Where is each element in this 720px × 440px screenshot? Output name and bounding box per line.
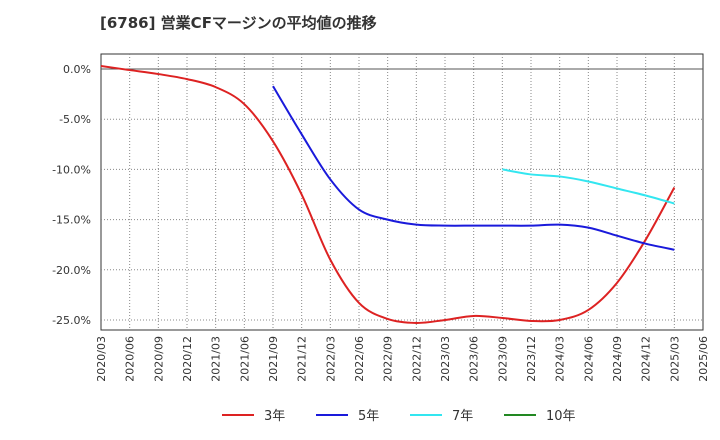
series-lines: [100, 65, 676, 324]
x-tick-label: 2022/03: [324, 336, 337, 382]
x-tick-label: 2022/06: [353, 336, 366, 382]
x-tick-label: 2024/09: [611, 336, 624, 382]
x-tick-label: 2023/03: [439, 336, 452, 382]
x-tick-label: 2021/06: [238, 336, 251, 382]
y-axis-ticks: 0.0% -5.0% -10.0% -15.0% -20.0% -25.0%: [52, 63, 91, 327]
x-tick-label: 2023/09: [496, 336, 509, 382]
legend: 3年 5年 7年 10年: [222, 409, 576, 424]
x-tick-label: 2020/12: [181, 336, 194, 382]
x-tick-label: 2021/09: [267, 336, 280, 382]
x-tick-label: 2023/06: [468, 336, 481, 382]
x-tick-label: 2023/12: [525, 336, 538, 382]
x-tick-label: 2021/03: [210, 336, 223, 382]
x-tick-label: 2024/12: [640, 336, 653, 382]
x-tick-label: 2024/06: [582, 336, 595, 382]
series-line-7y: [502, 168, 675, 205]
x-tick-label: 2024/03: [554, 336, 567, 382]
series-line-5y: [272, 85, 675, 251]
x-tick-label: 2025/03: [668, 336, 681, 382]
legend-label-3y: 3年: [264, 409, 285, 424]
x-tick-label: 2021/12: [296, 336, 309, 382]
series-line-3y: [100, 65, 676, 324]
x-tick-label: 2022/12: [410, 336, 423, 382]
legend-label-7y: 7年: [452, 409, 473, 424]
plot-area: [100, 53, 704, 331]
legend-label-10y: 10年: [546, 409, 576, 424]
y-tick-label: 0.0%: [63, 63, 91, 76]
x-tick-label: 2022/09: [382, 336, 395, 382]
y-tick-label: -20.0%: [52, 264, 91, 277]
grid-lines: [101, 54, 703, 330]
x-tick-label: 2020/09: [152, 336, 165, 382]
y-tick-label: -15.0%: [52, 214, 91, 227]
x-tick-label: 2020/06: [124, 336, 137, 382]
x-tick-label: 2025/06: [697, 336, 710, 382]
y-tick-label: -25.0%: [52, 314, 91, 327]
legend-label-5y: 5年: [358, 409, 379, 424]
y-tick-label: -10.0%: [52, 163, 91, 176]
chart-title: [6786] 営業CFマージンの平均値の推移: [100, 14, 377, 32]
x-axis-ticks: 2020/03 2020/06 2020/09 2020/12 2021/03 2021/…: [95, 336, 710, 382]
y-tick-label: -5.0%: [59, 113, 91, 126]
x-tick-label: 2020/03: [95, 336, 108, 382]
